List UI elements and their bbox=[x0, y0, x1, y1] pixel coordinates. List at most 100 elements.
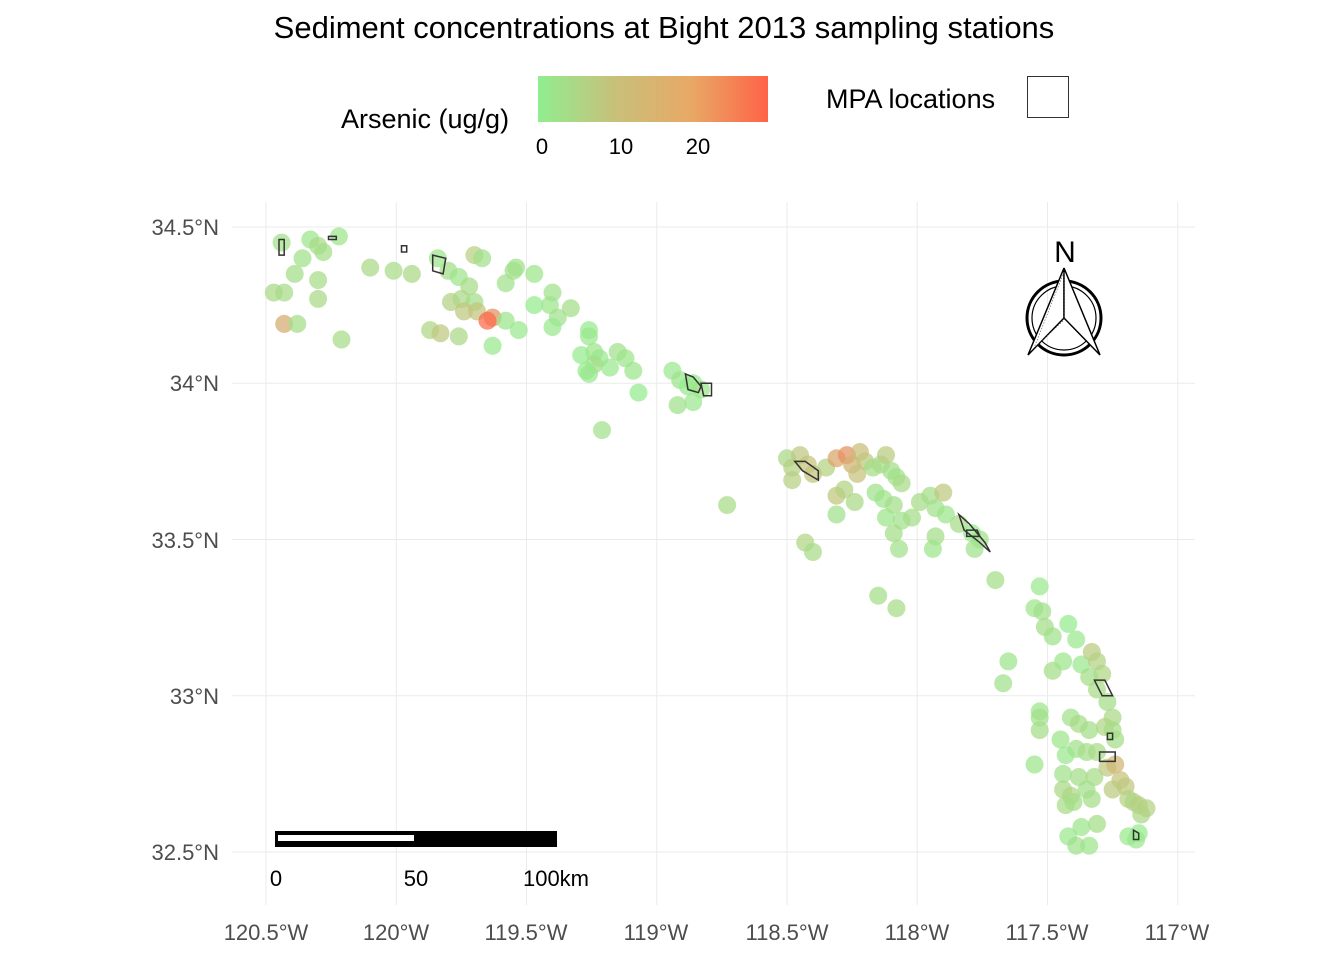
y-tick-label: 33.5°N bbox=[151, 528, 219, 553]
mpa-polygon bbox=[700, 382, 713, 397]
sampling-station-point bbox=[1064, 793, 1083, 811]
x-tick-label: 118°W bbox=[885, 920, 950, 945]
sampling-station-point bbox=[455, 302, 473, 321]
sampling-station-point bbox=[923, 539, 942, 558]
sampling-station-point bbox=[309, 289, 328, 308]
sampling-station-point bbox=[1103, 780, 1122, 799]
sampling-station-point bbox=[509, 321, 528, 340]
scale-label-100km: 100km bbox=[523, 866, 589, 891]
station-points bbox=[264, 227, 1156, 855]
sampling-station-point bbox=[1082, 789, 1101, 808]
colorbar-tick-label: 0 bbox=[535, 134, 549, 159]
colorbar-tick bbox=[698, 122, 699, 128]
sampling-station-point bbox=[1043, 627, 1062, 646]
x-axis-labels: 120.5°W 120°W 119.5°W 119°W 118.5°W 118°… bbox=[224, 920, 1210, 945]
scale-label-0: 0 bbox=[270, 866, 282, 891]
sampling-station-point bbox=[718, 496, 737, 515]
sampling-station-point bbox=[483, 336, 502, 355]
sampling-station-point bbox=[1033, 602, 1052, 621]
scale-label-50: 50 bbox=[404, 866, 428, 891]
y-tick-label: 33°N bbox=[170, 684, 219, 709]
mpa-legend-key bbox=[1027, 76, 1069, 118]
sampling-station-point bbox=[934, 483, 953, 502]
sampling-station-point bbox=[496, 311, 515, 330]
sampling-station-point bbox=[293, 249, 312, 268]
north-arrow-shade bbox=[1033, 271, 1065, 349]
mpa-polygon bbox=[400, 245, 408, 253]
y-tick-label: 34°N bbox=[170, 371, 219, 396]
sampling-station-point bbox=[1106, 730, 1125, 749]
y-tick-label: 34.5°N bbox=[151, 215, 219, 240]
sampling-station-point bbox=[580, 327, 598, 346]
colorbar-tick-label: 20 bbox=[685, 134, 711, 159]
sampling-station-point bbox=[1098, 693, 1117, 711]
sampling-station-point bbox=[600, 358, 619, 377]
x-tick-label: 120°W bbox=[363, 920, 430, 945]
sampling-station-point bbox=[1051, 730, 1070, 749]
north-arrow-label: N bbox=[1054, 236, 1076, 269]
sampling-station-point bbox=[877, 508, 895, 527]
sampling-station-point bbox=[994, 674, 1013, 693]
sampling-station-point bbox=[525, 296, 544, 315]
sampling-station-point bbox=[449, 327, 468, 346]
sampling-station-point bbox=[309, 271, 328, 290]
sampling-station-point bbox=[593, 421, 611, 440]
sampling-station-point bbox=[272, 233, 291, 252]
mpa-polygon bbox=[957, 512, 991, 553]
sampling-station-point bbox=[629, 383, 648, 402]
sampling-station-point bbox=[1059, 614, 1078, 633]
north-arrow: N bbox=[1025, 236, 1103, 357]
mpa-polygon bbox=[1093, 679, 1114, 697]
sampling-station-point bbox=[1106, 755, 1125, 774]
sampling-station-point bbox=[561, 299, 580, 318]
north-arrow-left-half bbox=[1027, 267, 1065, 356]
sampling-station-point bbox=[1088, 743, 1106, 761]
sampling-station-point bbox=[890, 539, 908, 558]
sampling-station-point bbox=[1067, 836, 1086, 855]
sampling-station-point bbox=[1080, 721, 1099, 740]
sampling-station-point bbox=[431, 324, 450, 343]
sampling-station-point bbox=[285, 264, 304, 283]
sampling-station-point bbox=[543, 318, 562, 336]
sampling-station-point bbox=[1025, 755, 1044, 774]
arsenic-legend-label: Arsenic (ug/g) bbox=[341, 104, 510, 134]
mpa-legend-label: MPA locations bbox=[826, 84, 996, 114]
x-tick-label: 118.5°W bbox=[746, 920, 829, 945]
mpa-polygon bbox=[684, 372, 702, 394]
mpa-polygon bbox=[1132, 828, 1140, 841]
scale-bar: 0 50 100km bbox=[270, 831, 589, 891]
sampling-station-point bbox=[624, 361, 643, 380]
sampling-station-point bbox=[384, 261, 403, 280]
sampling-station-point bbox=[869, 586, 888, 605]
sampling-station-point bbox=[1054, 652, 1073, 671]
y-tick-label: 32.5°N bbox=[151, 840, 219, 865]
sampling-station-point bbox=[1030, 577, 1049, 596]
colorbar-tick bbox=[621, 122, 622, 128]
sampling-station-point bbox=[835, 480, 854, 499]
mpa-polygon bbox=[278, 238, 285, 256]
sampling-station-point bbox=[361, 258, 380, 277]
sampling-station-point bbox=[804, 543, 822, 561]
sampling-station-point bbox=[887, 599, 906, 618]
sampling-station-point bbox=[275, 314, 294, 333]
sampling-station-point bbox=[1030, 708, 1049, 727]
sampling-station-point bbox=[473, 249, 492, 268]
sampling-station-point bbox=[684, 393, 703, 411]
y-axis-labels: 34.5°N 34°N 33.5°N 33°N 32.5°N bbox=[151, 215, 219, 865]
colorbar-tick bbox=[542, 122, 543, 128]
mpa-polygons bbox=[278, 235, 1140, 841]
x-tick-label: 119°W bbox=[624, 920, 689, 945]
sampling-station-point bbox=[1080, 836, 1099, 855]
sampling-station-point bbox=[314, 243, 333, 261]
sampling-station-point bbox=[1088, 814, 1106, 833]
sampling-station-point bbox=[1067, 630, 1086, 649]
sampling-station-point bbox=[1054, 764, 1073, 783]
arsenic-colorbar bbox=[538, 76, 768, 122]
sampling-station-point bbox=[275, 283, 294, 302]
map-title: Sediment concentrations at Bight 2013 sa… bbox=[273, 10, 1055, 45]
sampling-station-point bbox=[999, 652, 1018, 671]
mpa-polygon bbox=[1106, 732, 1114, 741]
mpa-polygon bbox=[1098, 751, 1116, 763]
sampling-station-point bbox=[965, 539, 984, 558]
